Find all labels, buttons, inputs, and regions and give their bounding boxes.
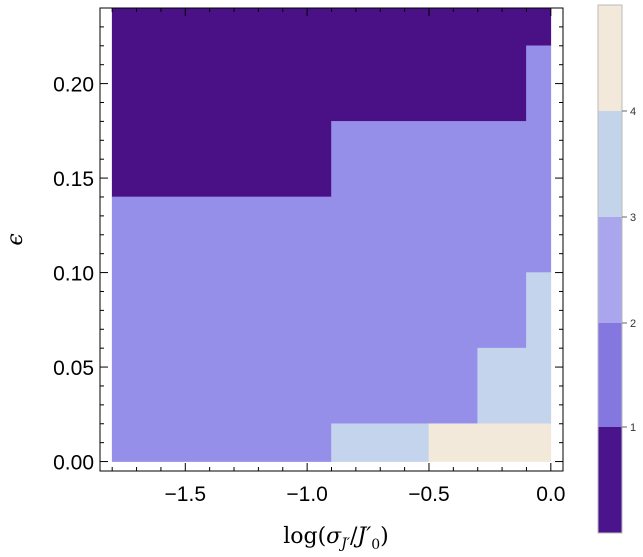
x-tick-label: −1.5 (165, 483, 206, 506)
y-tick-label: 0.00 (53, 452, 94, 475)
colorbar-tick-label: 1 (630, 422, 636, 434)
colorbar-segment-1 (598, 323, 622, 427)
colorbar-frame (597, 4, 623, 534)
heatmap-region-1 (331, 7, 527, 122)
x-tick-label: −1.0 (286, 483, 327, 506)
colorbar-segment-2 (598, 217, 622, 323)
y-tick-label: 0.10 (53, 263, 94, 286)
x-axis-label: log(σJ′/J′0) (283, 524, 389, 553)
y-axis-label: ϵ (3, 233, 28, 245)
colorbar-tick-label: 4 (630, 106, 636, 118)
heatmap-region-8 (331, 423, 430, 462)
y-tick-label: 0.20 (53, 74, 94, 97)
heatmap-regions (111, 7, 552, 462)
heatmap-region-2 (526, 7, 552, 47)
heatmap-region-7 (526, 45, 552, 273)
y-tick-label: 0.15 (53, 168, 94, 191)
x-tick-labels: −1.5 −1.0 −0.5 0.0 (165, 483, 566, 506)
heatmap-region-10 (526, 272, 552, 425)
colorbar-segment-3 (598, 111, 622, 217)
colorbar-tick-label: 3 (630, 212, 636, 224)
axis-ticks (100, 7, 563, 471)
x-tick-label: 0.0 (536, 483, 565, 506)
heatmap-region-3 (111, 196, 332, 462)
x-tick-label: −0.5 (408, 483, 449, 506)
heatmap-region-11 (428, 423, 552, 462)
heatmap-region-5 (428, 121, 479, 425)
colorbar: 1 2 3 4 (597, 4, 636, 534)
heatmap-region-4 (331, 121, 430, 425)
colorbar-segment-4 (598, 5, 622, 111)
y-tick-labels: 0.00 0.05 0.10 0.15 0.20 (53, 74, 94, 475)
y-tick-label: 0.05 (53, 357, 94, 380)
colorbar-segment-0 (598, 427, 622, 533)
colorbar-tick-label: 2 (630, 318, 636, 330)
heatmap-region-0 (111, 7, 332, 198)
heatmap-region-9 (477, 347, 527, 425)
heatmap-region-6 (477, 121, 527, 349)
plot-frame (99, 7, 564, 472)
